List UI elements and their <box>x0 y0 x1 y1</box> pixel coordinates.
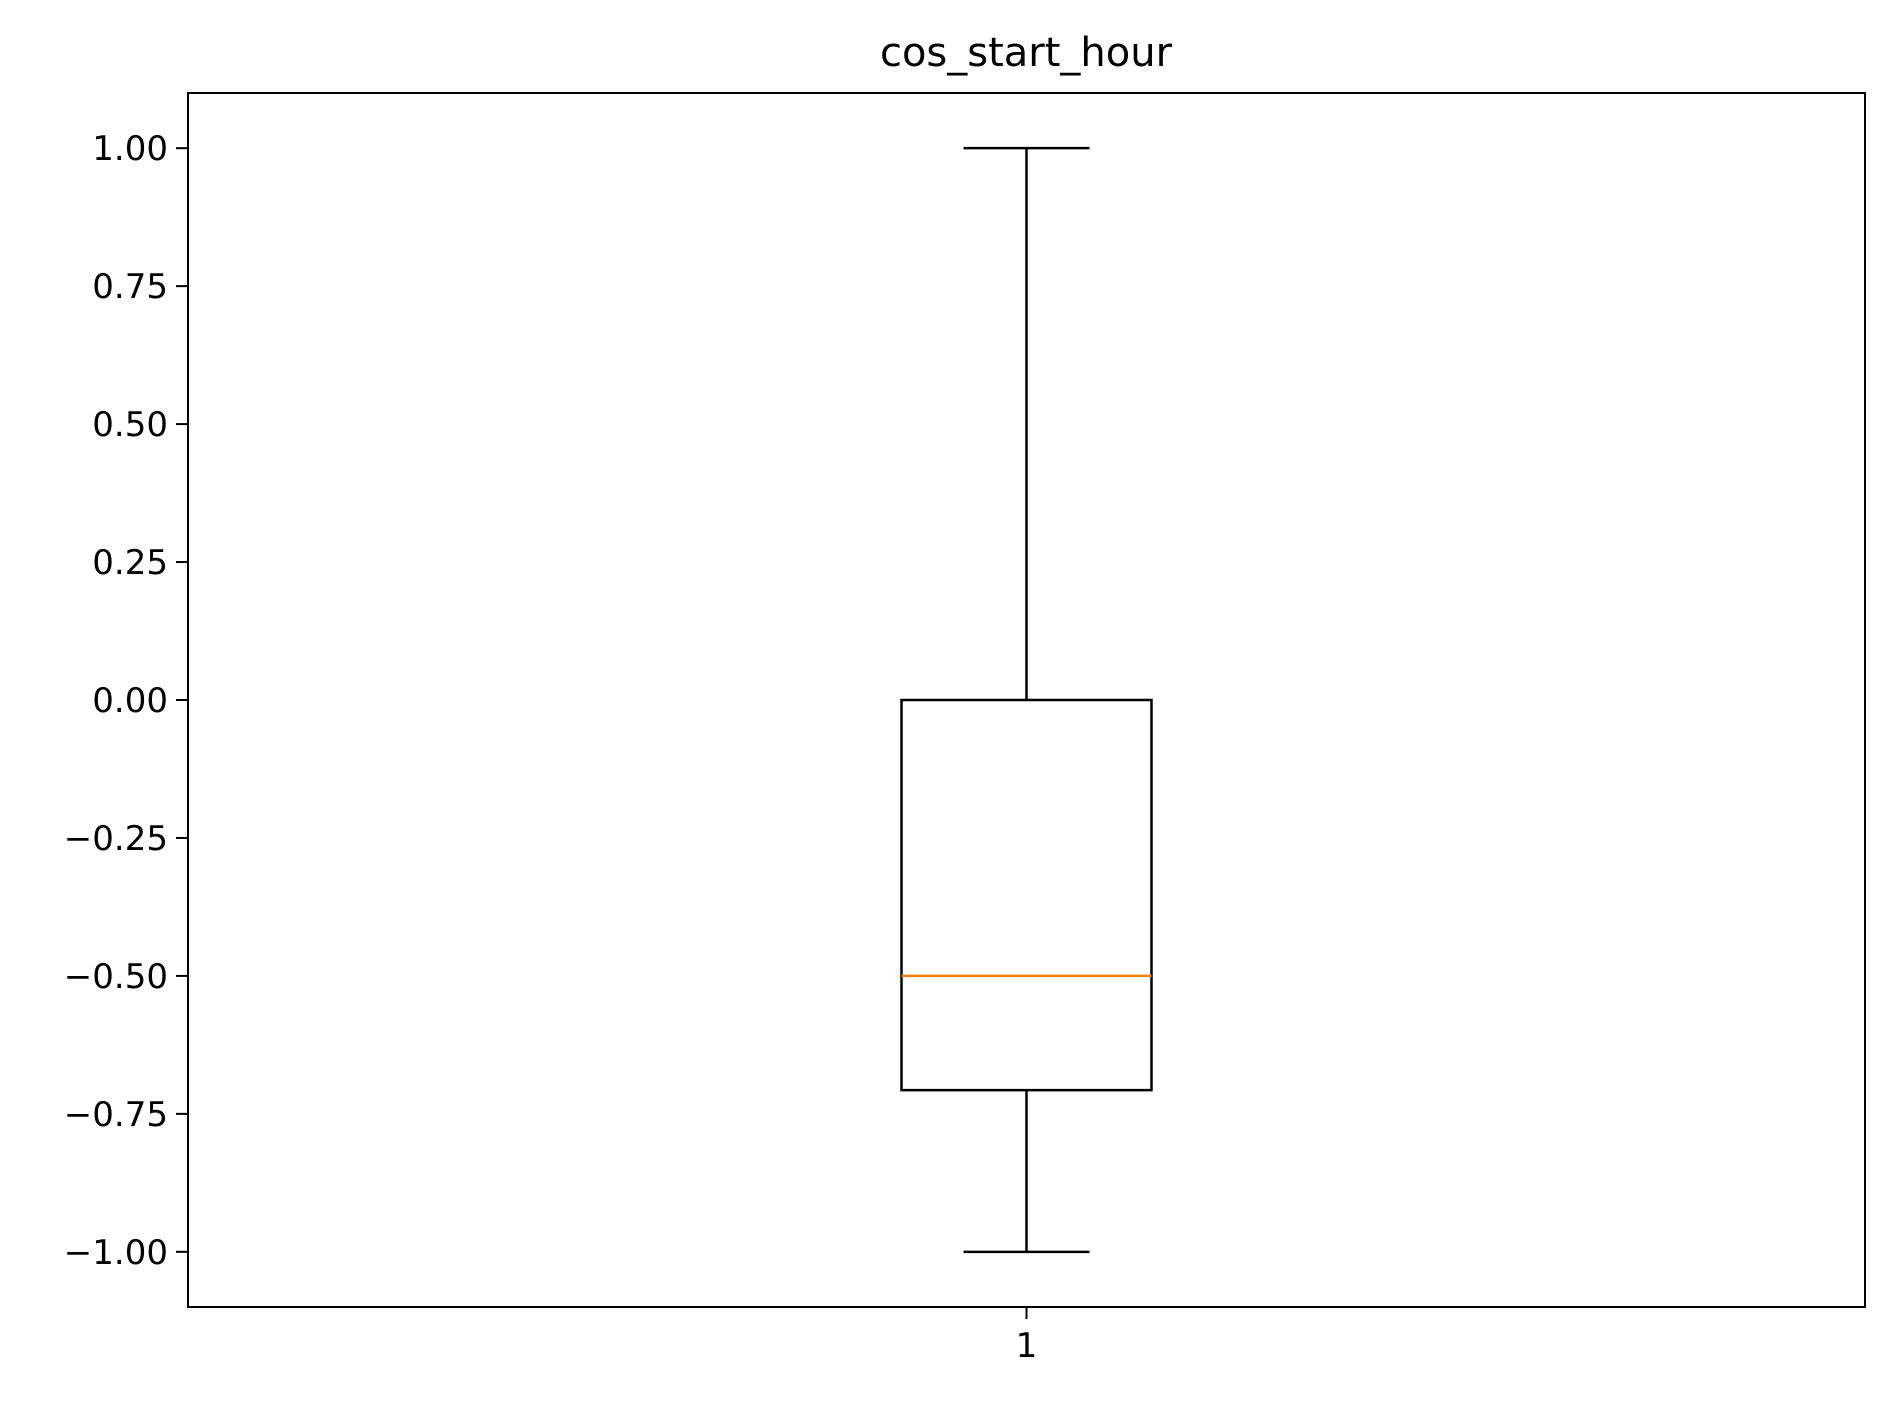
y-tick-label: 1.00 <box>92 129 168 169</box>
x-axis: 1 <box>1016 1307 1038 1366</box>
x-tick-label: 1 <box>1016 1326 1038 1366</box>
y-tick-label: −0.50 <box>64 957 168 997</box>
y-axis: −1.00 −0.75 −0.50 −0.25 0.00 0.25 0.50 0.75 1.00 <box>64 129 188 1273</box>
y-tick-label: −0.25 <box>64 819 168 859</box>
y-tick-label: −1.00 <box>64 1233 168 1273</box>
y-tick-label: 0.75 <box>92 267 168 307</box>
chart-title: cos_start_hour <box>880 30 1173 76</box>
y-tick-label: 0.50 <box>92 405 168 445</box>
iqr-box <box>900 698 1153 1092</box>
y-tick-label: −0.75 <box>64 1095 168 1135</box>
box-series <box>900 146 1153 1254</box>
y-tick-label: 0.00 <box>92 681 168 721</box>
y-tick-label: 0.25 <box>92 543 168 583</box>
